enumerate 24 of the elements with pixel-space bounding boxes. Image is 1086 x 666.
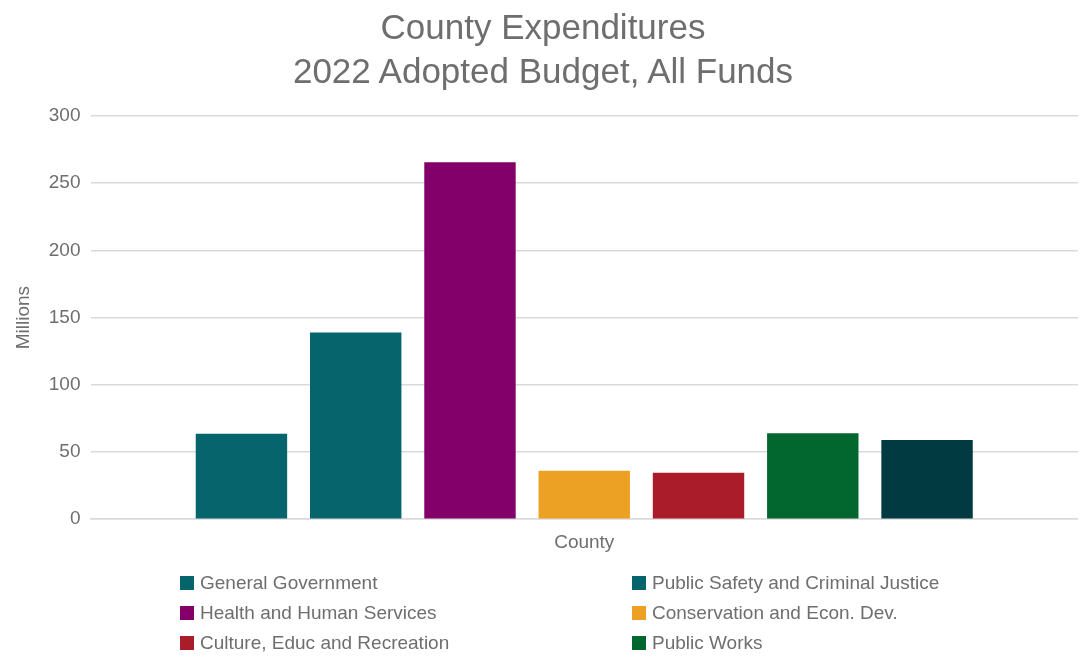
- x-tick-label: County: [554, 530, 615, 552]
- bar: [195, 433, 288, 519]
- y-tick-label: 250: [48, 171, 81, 193]
- bar: [424, 162, 516, 519]
- bar: [767, 433, 859, 519]
- y-tick-label: 50: [59, 440, 81, 462]
- y-tick-label: 200: [48, 238, 81, 260]
- bar: [881, 439, 973, 519]
- bar: [538, 470, 630, 519]
- y-axis-title: Millions: [11, 285, 33, 350]
- bar: [652, 472, 745, 519]
- legend-label: Conservation and Econ. Dev.: [652, 602, 898, 624]
- y-tick-label: 150: [48, 305, 81, 327]
- y-tick-label: 0: [69, 507, 81, 529]
- chart-subtitle: 2022 Adopted Budget, All Funds: [292, 50, 794, 90]
- y-tick-label: 300: [48, 104, 81, 126]
- legend-label: Public Works: [652, 632, 763, 654]
- legend-label: Culture, Educ and Recreation: [200, 632, 450, 654]
- legend-label: General Government: [200, 572, 378, 594]
- chart-title: County Expenditures: [380, 6, 706, 46]
- y-tick-label: 100: [48, 373, 81, 395]
- bar: [310, 332, 402, 519]
- legend-label: Public Safety and Criminal Justice: [652, 572, 940, 594]
- legend-label: Health and Human Services: [200, 602, 437, 624]
